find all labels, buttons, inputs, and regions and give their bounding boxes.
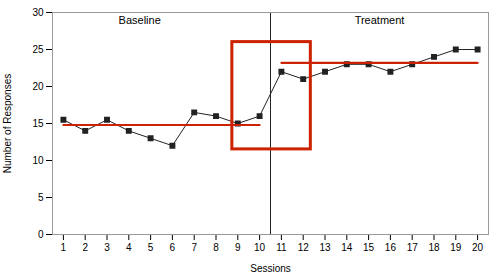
svg-text:5: 5 [148,242,154,253]
svg-text:3: 3 [104,242,110,253]
svg-text:7: 7 [191,242,197,253]
svg-text:18: 18 [428,242,440,253]
svg-text:10: 10 [32,155,44,166]
svg-text:Sessions: Sessions [250,263,291,274]
svg-text:6: 6 [170,242,176,253]
svg-text:20: 20 [32,81,44,92]
svg-text:8: 8 [213,242,219,253]
svg-text:12: 12 [298,242,310,253]
svg-text:13: 13 [319,242,331,253]
svg-text:17: 17 [407,242,419,253]
svg-text:15: 15 [32,118,44,129]
svg-text:16: 16 [385,242,397,253]
svg-text:2: 2 [82,242,88,253]
svg-text:5: 5 [38,192,44,203]
svg-text:11: 11 [276,242,287,253]
svg-text:19: 19 [450,242,462,253]
svg-text:Baseline: Baseline [119,14,161,26]
svg-text:0: 0 [38,229,44,240]
svg-text:20: 20 [472,242,484,253]
svg-text:30: 30 [32,7,44,18]
svg-text:14: 14 [341,242,353,253]
svg-text:9: 9 [235,242,241,253]
svg-text:1: 1 [61,242,67,253]
svg-text:25: 25 [32,44,44,55]
svg-text:4: 4 [126,242,132,253]
svg-text:Treatment: Treatment [355,14,405,26]
svg-text:15: 15 [363,242,375,253]
svg-text:Number of Responses: Number of Responses [2,74,13,174]
svg-text:10: 10 [254,242,266,253]
